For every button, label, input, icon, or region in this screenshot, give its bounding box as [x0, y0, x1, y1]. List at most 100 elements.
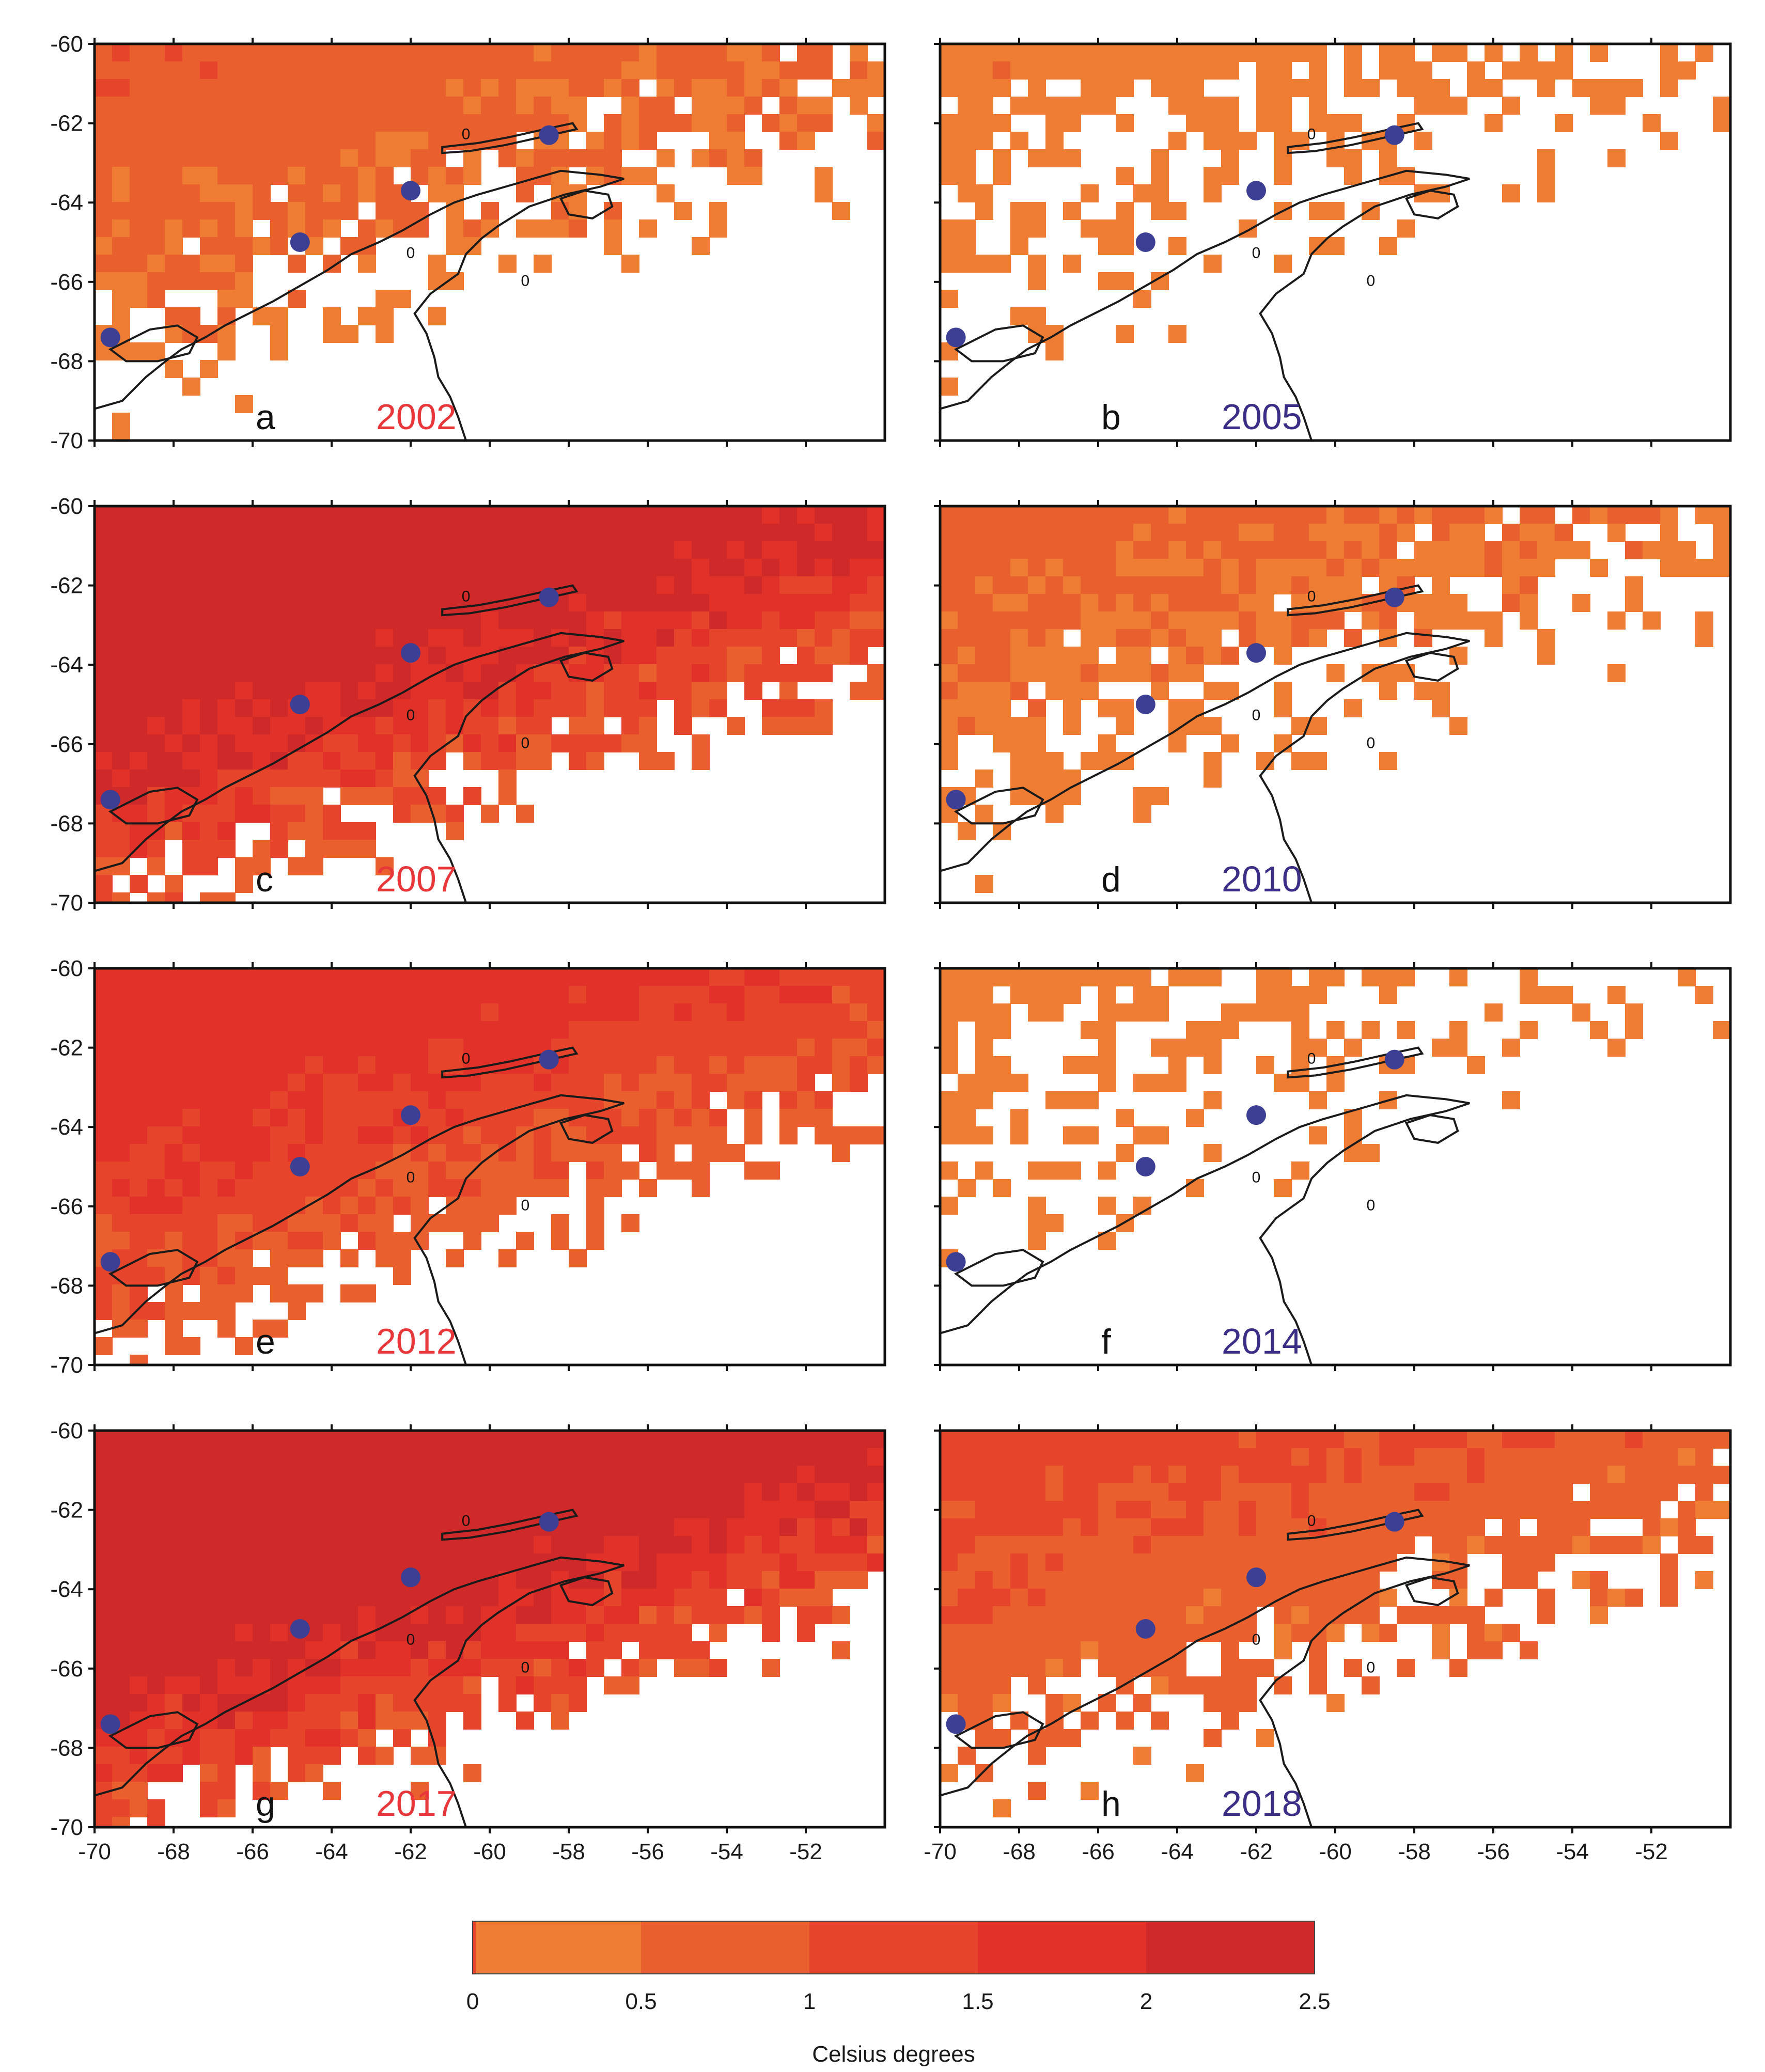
station-marker — [539, 1049, 559, 1070]
station-marker — [1246, 643, 1266, 663]
y-tick-label: -68 — [50, 1273, 83, 1298]
james-ross-island — [559, 1576, 614, 1606]
contour-label: 0 — [1367, 734, 1376, 751]
contour-label: 0 — [462, 588, 471, 605]
panel-year: 2017 — [376, 1783, 457, 1824]
contour-label: 0 — [1307, 1512, 1316, 1529]
colorbar-tick-label: 0 — [466, 1989, 479, 2014]
colorbar-tick-label: 2 — [1140, 1989, 1152, 2014]
x-tick-label: -58 — [552, 1839, 585, 1864]
contour-label: 0 — [1367, 1197, 1376, 1214]
adelaide-island — [954, 787, 1044, 825]
anomaly-field — [940, 506, 1730, 893]
anomaly-field — [95, 1431, 885, 1827]
map-panel-e: 0 0 0 -60 -62 -64 -66 -68 -70 e 2012 — [50, 956, 886, 1378]
y-tick-label: -62 — [50, 573, 83, 599]
station-marker — [401, 1567, 420, 1588]
station-marker — [1135, 1157, 1155, 1176]
anomaly-field — [940, 1431, 1730, 1817]
map-panels: 0 0 0 -60 -62 -64 -66 -68 -70 a 2002 0 0 0 b 2005 0 0 0 -60… — [50, 32, 1732, 1864]
panel-letter: e — [256, 1322, 275, 1361]
panel-letter: g — [256, 1784, 275, 1824]
colorbar-tick-label: 0.5 — [625, 1989, 657, 2014]
contour-label: 0 — [1252, 245, 1261, 262]
y-tick-label: -62 — [50, 1498, 83, 1523]
adelaide-island — [108, 324, 199, 363]
map-panel-a: 0 0 0 -60 -62 -64 -66 -68 -70 a 2002 — [50, 32, 886, 453]
south-shetland-islands — [1287, 1046, 1424, 1079]
station-marker — [100, 1252, 120, 1272]
panel-letter: a — [256, 398, 275, 437]
colorbar-tick-label: 1.5 — [962, 1989, 993, 2014]
map-panel-c: 0 0 0 -60 -62 -64 -66 -68 -70 c 2007 — [50, 494, 886, 916]
south-shetland-islands — [1287, 1509, 1424, 1541]
y-tick-label: -60 — [50, 494, 83, 519]
adelaide-island — [108, 1249, 199, 1287]
panel-year: 2007 — [376, 859, 457, 899]
x-tick-label: -68 — [1003, 1839, 1036, 1864]
station-marker — [1384, 587, 1404, 607]
x-tick-label: -64 — [1161, 1839, 1194, 1864]
contour-label: 0 — [1307, 1050, 1316, 1067]
contour-label: 0 — [407, 1631, 415, 1649]
station-marker — [1135, 1619, 1155, 1639]
station-marker — [100, 1714, 120, 1734]
peninsula-coast — [940, 169, 1470, 441]
station-marker — [946, 1252, 966, 1272]
x-tick-label: -52 — [1635, 1839, 1668, 1864]
station-marker — [946, 1714, 966, 1734]
colorbar-tick-label: 1 — [803, 1989, 816, 2014]
contour-label: 0 — [521, 734, 530, 751]
contour-label: 0 — [1367, 272, 1376, 289]
south-shetland-islands — [441, 122, 579, 154]
south-shetland-islands — [1287, 584, 1424, 617]
x-tick-label: -62 — [1240, 1839, 1273, 1864]
panel-year: 2014 — [1222, 1321, 1302, 1361]
peninsula-coast — [95, 1556, 624, 1827]
peninsula-coast — [95, 169, 624, 441]
panel-letter: b — [1101, 398, 1121, 437]
contour-label: 0 — [521, 1197, 530, 1214]
panel-letter: d — [1101, 860, 1121, 899]
adelaide-island — [954, 1249, 1044, 1287]
y-tick-label: -60 — [50, 956, 83, 981]
peninsula-coast — [95, 1094, 624, 1365]
station-marker — [290, 695, 310, 714]
x-tick-label: -66 — [1082, 1839, 1115, 1864]
station-marker — [946, 327, 966, 348]
james-ross-island — [559, 652, 614, 682]
coastline — [940, 122, 1470, 441]
contour-label: 0 — [407, 1169, 415, 1186]
james-ross-island — [559, 190, 614, 219]
contour-label: 0 — [1307, 588, 1316, 605]
south-shetland-islands — [1287, 122, 1424, 154]
station-marker — [1384, 125, 1404, 145]
station-marker — [290, 232, 310, 252]
y-tick-label: -62 — [50, 111, 83, 136]
coastline — [95, 1046, 624, 1365]
x-tick-label: -70 — [924, 1839, 957, 1864]
colorbar-swatch — [1146, 1921, 1315, 1974]
y-tick-label: -66 — [50, 732, 83, 757]
station-marker — [100, 327, 120, 348]
station-marker — [401, 1105, 420, 1125]
station-marker — [1246, 1105, 1266, 1125]
map-panel-h: 0 0 0 -70 -68 -66 -64 -62 -60 -58 -56 -54 -52 h 2018 — [924, 1424, 1732, 1864]
map-panel-b: 0 0 0 b 2005 — [934, 38, 1732, 447]
y-tick-label: -64 — [50, 190, 83, 215]
y-tick-label: -66 — [50, 1656, 83, 1682]
anomaly-field — [95, 968, 885, 1365]
adelaide-island — [954, 324, 1044, 363]
james-ross-island — [1404, 190, 1459, 219]
james-ross-island — [559, 1114, 614, 1144]
contour-label: 0 — [462, 125, 471, 143]
map-panel-g: 0 0 0 -60 -62 -64 -66 -68 -70-70 -68 -66 -64 -62 -60 -… — [50, 1418, 886, 1864]
adelaide-island — [108, 787, 199, 825]
station-marker — [401, 181, 420, 201]
coastline — [95, 584, 624, 903]
contour-label: 0 — [1307, 125, 1316, 143]
x-tick-label: -62 — [394, 1839, 427, 1864]
map-panel-f: 0 0 0 f 2014 — [934, 962, 1732, 1371]
coastline — [940, 1509, 1470, 1827]
panel-year: 2005 — [1222, 397, 1302, 437]
